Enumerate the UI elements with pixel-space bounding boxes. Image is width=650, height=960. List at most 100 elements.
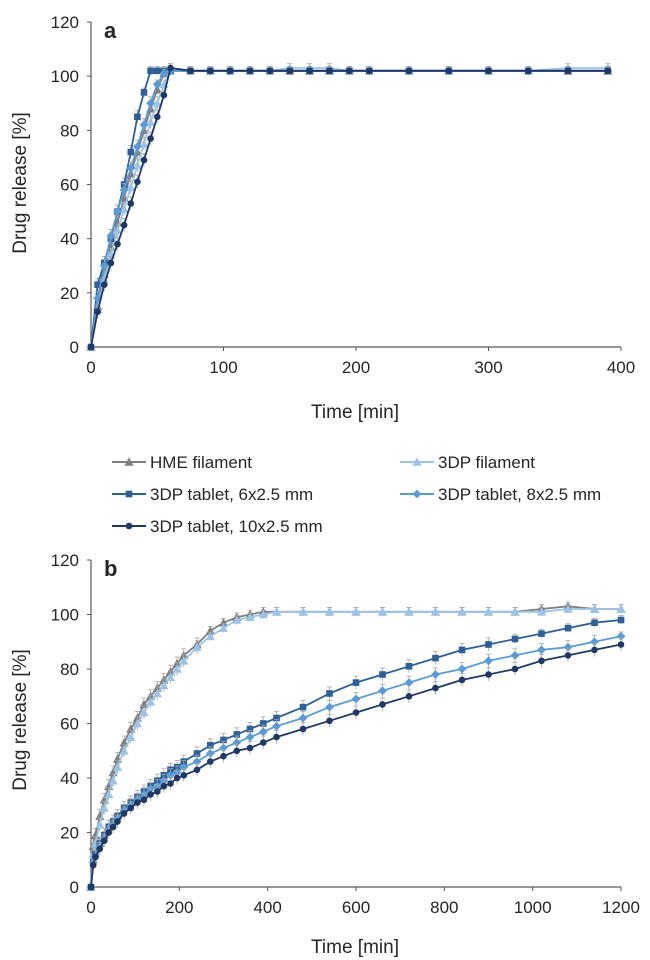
data-point-3dp-filament xyxy=(108,776,118,785)
data-point-3dp-filament xyxy=(126,732,136,741)
data-point-3dp-tablet-8x2-5-mm xyxy=(179,762,189,772)
data-point-3dp-tablet-8x2-5-mm xyxy=(510,651,520,660)
series-line-3dp-tablet-10x2-5-mm xyxy=(90,66,608,348)
data-point-3dp-tablet-8x2-5-mm xyxy=(113,207,122,216)
data-point-3dp-tablet-8x2-5-mm xyxy=(146,98,155,108)
data-point-3dp-filament xyxy=(126,182,136,191)
data-point-3dp-tablet-10x2-5-mm xyxy=(220,752,227,760)
data-point-3dp-filament xyxy=(172,664,182,673)
data-point-3dp-tablet-8x2-5-mm xyxy=(152,79,162,89)
data-point-3dp-filament xyxy=(132,160,142,170)
data-point-3dp-tablet-10x2-5-mm xyxy=(207,758,214,765)
panel-b-x-tick-label: 1200 xyxy=(602,898,640,917)
panel-b-y-tick-label: 80 xyxy=(60,660,79,679)
legend-label-3dp-tablet-6: 3DP tablet, 6x2.5 mm xyxy=(150,485,313,504)
data-point-3dp-tablet-6x2-5-mm xyxy=(260,720,267,727)
data-point-3dp-tablet-6x2-5-mm xyxy=(564,624,572,632)
data-point-3dp-tablet-10x2-5-mm xyxy=(485,67,492,75)
data-point-3dp-tablet-6x2-5-mm xyxy=(233,731,241,738)
data-point-3dp-tablet-10x2-5-mm xyxy=(286,67,294,75)
panel-a-x-tick-label: 0 xyxy=(86,358,95,377)
data-point-3dp-filament xyxy=(112,225,123,235)
data-point-3dp-tablet-6x2-5-mm xyxy=(220,736,227,744)
legend-symbol-3dp-tablet-10x2-5-mm xyxy=(125,522,133,530)
data-point-3dp-tablet-6x2-5-mm xyxy=(458,646,466,654)
panel-a-series-3dp-tablet-6x2-5-mm xyxy=(87,66,612,351)
data-point-3dp-filament xyxy=(430,607,441,616)
data-point-3dp-tablet-10x2-5-mm xyxy=(105,829,112,836)
data-point-3dp-tablet-6x2-5-mm xyxy=(352,679,360,686)
data-point-3dp-tablet-10x2-5-mm xyxy=(326,67,333,75)
data-point-3dp-tablet-10x2-5-mm xyxy=(120,221,128,229)
panel-a-y-tick-label: 40 xyxy=(60,230,79,249)
data-point-3dp-tablet-10x2-5-mm xyxy=(101,837,108,844)
panel-a-y-tick-label: 120 xyxy=(51,13,79,32)
data-point-3dp-tablet-10x2-5-mm xyxy=(485,671,492,678)
data-point-3dp-tablet-10x2-5-mm xyxy=(379,701,386,708)
data-point-3dp-tablet-8x2-5-mm xyxy=(457,664,467,674)
data-point-3dp-tablet-8x2-5-mm xyxy=(133,142,142,151)
panel-b-x-tick-label: 0 xyxy=(86,898,95,917)
panel-b-series-3dp-filament xyxy=(86,604,626,891)
data-point-3dp-tablet-10x2-5-mm xyxy=(405,67,413,75)
panel-a-series-3dp-filament xyxy=(86,63,613,351)
data-point-3dp-tablet-10x2-5-mm xyxy=(273,733,280,741)
panel-a-series-hme-filament xyxy=(86,63,613,351)
data-point-3dp-tablet-8x2-5-mm xyxy=(537,645,546,655)
legend-label-3dp-filament: 3DP filament xyxy=(438,453,535,472)
panel-a-y-axis-title: Drug release [%] xyxy=(10,112,31,254)
data-point-3dp-filament xyxy=(377,607,388,616)
legend-symbol-3dp-tablet-8x2-5-mm xyxy=(412,489,422,499)
panel-b-y-tick-label: 20 xyxy=(60,824,79,843)
data-point-3dp-filament xyxy=(457,607,467,616)
data-point-3dp-tablet-10x2-5-mm xyxy=(160,782,168,790)
panel-b-series-3dp-tablet-6x2-5-mm xyxy=(87,615,625,891)
panel-a-x-axis-title: Time [min] xyxy=(311,402,399,423)
data-point-3dp-tablet-10x2-5-mm xyxy=(591,646,598,654)
panel-a-y-tick-label: 80 xyxy=(60,121,79,140)
panel-b-y-tick-label: 0 xyxy=(70,878,79,897)
legend-label-hme-filament: HME filament xyxy=(150,453,252,472)
data-point-hme-filament xyxy=(218,618,229,627)
legend-marker-3dp-tablet-6 xyxy=(112,490,146,498)
data-point-3dp-tablet-10x2-5-mm xyxy=(266,67,274,75)
data-point-3dp-tablet-6x2-5-mm xyxy=(140,89,148,96)
data-point-3dp-tablet-10x2-5-mm xyxy=(94,308,101,316)
data-point-3dp-tablet-10x2-5-mm xyxy=(140,796,148,804)
panel-b-x-tick-label: 1000 xyxy=(514,898,552,917)
data-point-3dp-tablet-10x2-5-mm xyxy=(147,135,154,142)
data-point-3dp-tablet-10x2-5-mm xyxy=(326,717,333,725)
legend-marker-3dp-filament xyxy=(400,457,434,466)
series-line-hme-filament xyxy=(90,67,608,348)
panel-a-x-tick-label: 100 xyxy=(209,358,237,377)
panel-a-label: a xyxy=(104,18,117,43)
data-point-3dp-filament xyxy=(99,803,109,812)
panel-a-y-tick-label: 0 xyxy=(70,338,79,357)
data-point-3dp-filament xyxy=(232,615,242,624)
panel-a-series xyxy=(86,63,613,352)
panel-b-x-tick-label: 200 xyxy=(165,898,193,917)
data-point-3dp-tablet-8x2-5-mm xyxy=(590,637,599,647)
data-point-3dp-tablet-8x2-5-mm xyxy=(404,678,414,687)
data-point-3dp-tablet-10x2-5-mm xyxy=(246,744,254,752)
data-point-3dp-tablet-6x2-5-mm xyxy=(511,635,519,643)
data-point-3dp-tablet-10x2-5-mm xyxy=(260,739,267,746)
data-point-3dp-tablet-10x2-5-mm xyxy=(173,774,181,782)
data-point-3dp-tablet-10x2-5-mm xyxy=(187,67,194,75)
panel-a-series-3dp-tablet-10x2-5-mm xyxy=(87,63,612,351)
legend-marker-3dp-tablet-10 xyxy=(112,522,146,530)
data-point-3dp-tablet-10x2-5-mm xyxy=(167,780,174,787)
panel-b-x-tick-label: 400 xyxy=(253,898,281,917)
data-point-3dp-filament xyxy=(589,604,600,613)
data-point-3dp-tablet-10x2-5-mm xyxy=(432,684,439,692)
legend: HME filament 3DP filament 3DP tablet, 6x… xyxy=(112,453,601,536)
legend-symbol-3dp-tablet-6x2-5-mm xyxy=(125,490,133,498)
panel-b-y-axis-title: Drug release [%] xyxy=(10,649,31,791)
data-point-3dp-tablet-8x2-5-mm xyxy=(258,727,268,737)
data-point-3dp-tablet-10x2-5-mm xyxy=(134,799,141,806)
data-point-3dp-filament xyxy=(119,746,129,755)
panel-a-x-tick-label: 200 xyxy=(342,358,370,377)
data-point-3dp-tablet-10x2-5-mm xyxy=(101,281,108,288)
data-point-3dp-tablet-10x2-5-mm xyxy=(120,810,128,817)
